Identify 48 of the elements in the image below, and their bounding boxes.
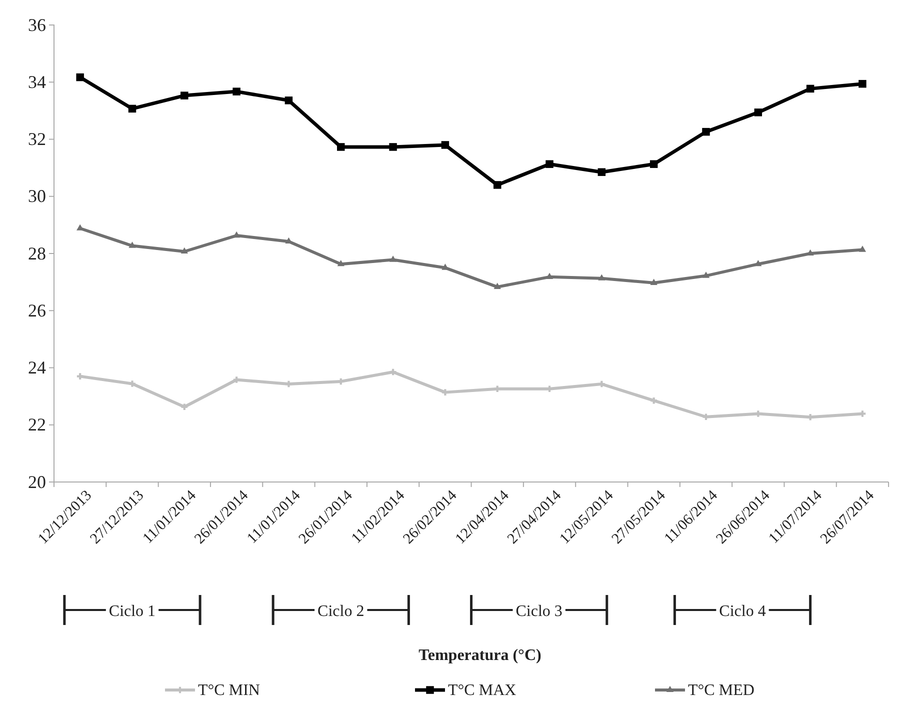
y-tick-label: 36 [28,14,46,35]
point [754,260,762,266]
point [389,256,397,262]
legend-label: T°C MAX [448,682,517,699]
point [128,242,136,248]
point [598,168,606,176]
point [337,143,345,151]
point [129,380,136,387]
point [702,128,710,136]
text: Temperatura (°C) [418,647,542,664]
point [546,160,554,168]
point [180,92,188,100]
point [858,80,866,88]
y-tick-label: 26 [28,300,46,320]
point [180,247,188,254]
point [546,272,554,279]
point [337,260,344,266]
text: Ciclo 2 [318,603,364,620]
point [284,96,293,104]
y-tick-label: 28 [28,243,46,264]
y-tick-label: 20 [28,472,46,492]
point [858,246,866,252]
legend-label: T°C MED [688,682,754,699]
y-tick-label: 30 [28,186,46,206]
point [702,272,710,278]
point [494,282,501,289]
point [754,108,762,116]
point [76,373,84,380]
point [441,141,450,149]
text: Ciclo 4 [719,603,766,620]
point [806,84,814,93]
point [181,404,188,410]
point [650,397,657,404]
point [598,274,606,280]
y-tick-label: 24 [28,358,46,378]
point [128,104,136,113]
point [76,73,84,82]
point [650,278,658,285]
point [232,88,240,96]
y-tick-label: 32 [28,129,46,150]
y-tick-label: 22 [28,414,46,435]
y-tick-label: 34 [28,72,46,92]
legend-label: T°C MIN [198,682,260,699]
point [650,160,658,168]
point [389,143,397,151]
text: Ciclo 3 [516,603,562,620]
point [493,181,502,189]
text: Ciclo 1 [108,603,156,620]
